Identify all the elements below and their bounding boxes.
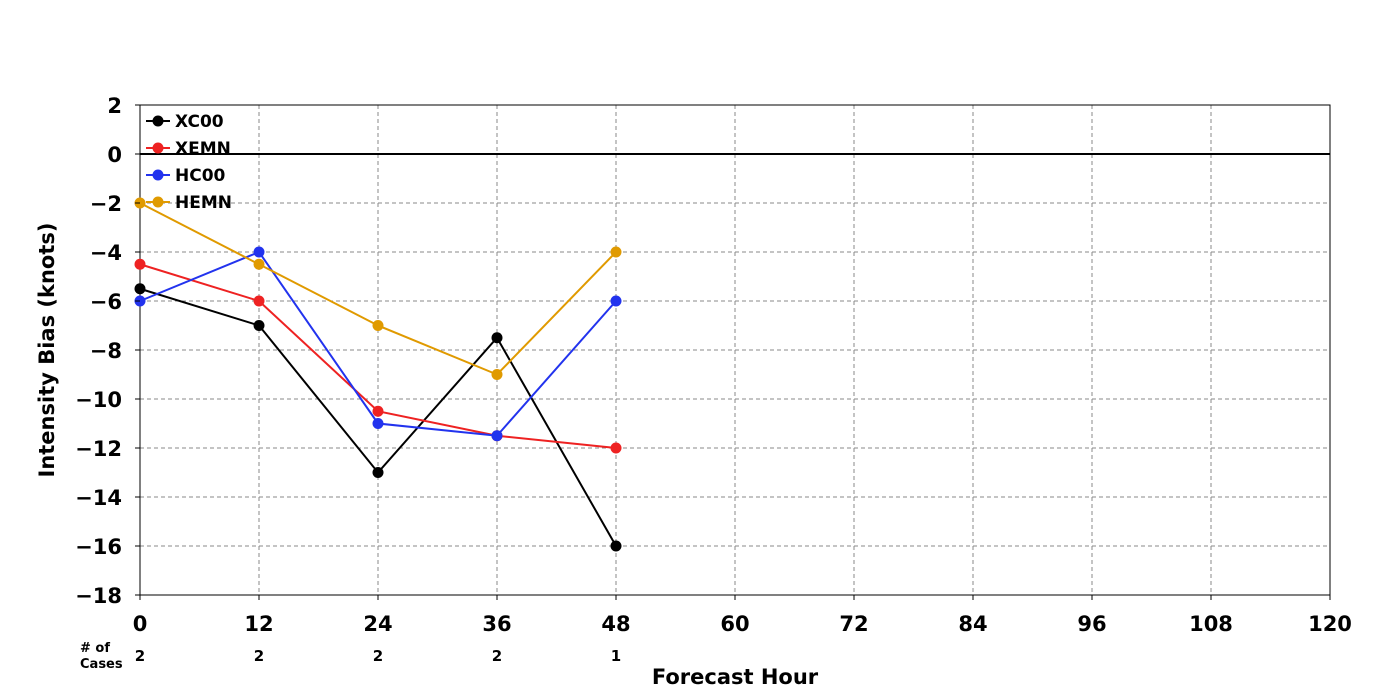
data-point-hc00 bbox=[491, 430, 503, 442]
legend-entry-xc00: XC00 bbox=[146, 112, 224, 132]
legend-label: HC00 bbox=[175, 166, 226, 186]
y-tick-label: −14 bbox=[75, 486, 122, 510]
y-tick-label: −8 bbox=[90, 339, 122, 363]
cases-header-line2: Cases bbox=[80, 657, 123, 672]
x-tick-label: 96 bbox=[1077, 612, 1106, 636]
grid-lines bbox=[140, 105, 1330, 595]
x-tick-label: 12 bbox=[244, 612, 273, 636]
legend-entry-xemn: XEMN bbox=[146, 139, 231, 159]
y-tick-label: −4 bbox=[90, 241, 122, 265]
case-count: 1 bbox=[611, 647, 621, 665]
y-axis-title: Intensity Bias (knots) bbox=[35, 223, 59, 478]
series-lines bbox=[134, 197, 622, 552]
x-tick-label: 36 bbox=[482, 612, 511, 636]
series-hemn bbox=[134, 197, 622, 380]
legend-label: XC00 bbox=[175, 112, 224, 132]
legend: XC00 XEMN HC00 HEMN bbox=[146, 112, 232, 213]
legend-label: XEMN bbox=[175, 139, 231, 159]
y-tick-label: 2 bbox=[107, 94, 122, 118]
x-tick-label: 48 bbox=[601, 612, 630, 636]
data-point-xemn bbox=[372, 405, 384, 417]
data-point-hemn bbox=[372, 320, 384, 331]
x-tick-label: 0 bbox=[133, 612, 148, 636]
y-axis-ticks: 2 0 −2 −4 −6 −8 −10 −12 −14 −16 −18 bbox=[75, 94, 140, 608]
data-point-hemn bbox=[491, 369, 503, 380]
data-point-xc00 bbox=[610, 540, 622, 552]
data-point-xc00 bbox=[372, 467, 384, 478]
x-tick-label: 120 bbox=[1308, 612, 1352, 636]
legend-marker bbox=[152, 169, 164, 181]
data-point-xemn bbox=[134, 258, 146, 270]
data-point-xemn bbox=[253, 295, 265, 307]
y-tick-label: 0 bbox=[107, 143, 122, 167]
legend-entry-hemn: HEMN bbox=[146, 193, 232, 213]
data-point-hc00 bbox=[253, 246, 265, 258]
data-point-hemn bbox=[610, 246, 622, 258]
y-tick-label: −16 bbox=[75, 535, 122, 559]
x-tick-label: 108 bbox=[1189, 612, 1233, 636]
legend-label: HEMN bbox=[175, 193, 232, 213]
case-count: 2 bbox=[492, 647, 502, 665]
x-tick-label: 60 bbox=[720, 612, 749, 636]
cases-header-line1: # of bbox=[80, 641, 110, 656]
data-point-hc00 bbox=[610, 295, 622, 307]
legend-entry-hc00: HC00 bbox=[146, 166, 226, 186]
x-tick-label: 24 bbox=[363, 612, 392, 636]
x-tick-label: 84 bbox=[958, 612, 987, 636]
y-tick-label: −2 bbox=[90, 192, 122, 216]
x-axis-ticks: 0 12 24 36 48 60 72 84 96 108 120 bbox=[133, 595, 1352, 636]
x-tick-label: 72 bbox=[839, 612, 868, 636]
y-tick-label: −6 bbox=[90, 290, 122, 314]
case-count: 2 bbox=[373, 647, 383, 665]
cases-row: # of Cases 2 2 2 2 1 bbox=[80, 641, 621, 672]
y-tick-label: −12 bbox=[75, 437, 122, 461]
data-point-xc00 bbox=[491, 332, 503, 344]
legend-marker bbox=[152, 142, 164, 154]
legend-marker bbox=[152, 196, 164, 208]
data-point-xemn bbox=[610, 442, 622, 454]
data-point-hc00 bbox=[372, 418, 384, 429]
case-count: 2 bbox=[135, 647, 145, 665]
y-tick-label: −18 bbox=[75, 584, 122, 608]
data-point-xc00 bbox=[134, 283, 146, 295]
y-tick-label: −10 bbox=[75, 388, 122, 412]
data-point-xc00 bbox=[253, 320, 265, 331]
legend-marker bbox=[152, 115, 164, 127]
data-point-hemn bbox=[253, 258, 265, 270]
series-xc00 bbox=[134, 283, 622, 552]
x-axis-title: Forecast Hour bbox=[652, 665, 819, 689]
case-count: 2 bbox=[254, 647, 264, 665]
